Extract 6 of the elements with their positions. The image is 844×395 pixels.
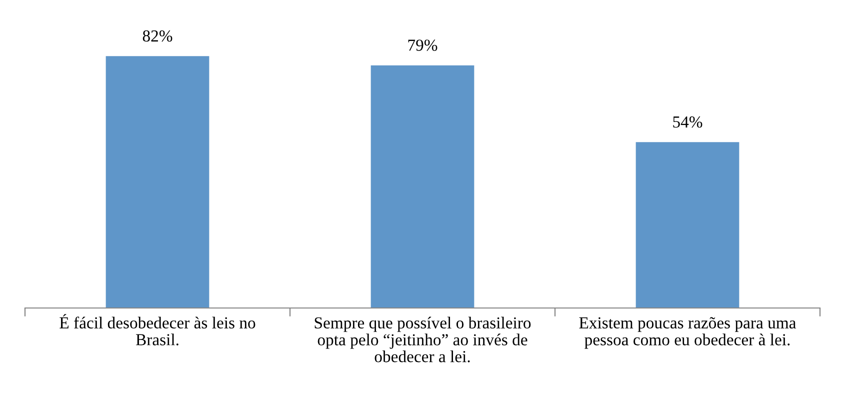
x-tick-label: Sempre que possível o brasileiro opta pelo “jeitinho” ao invés de obedecer a lei. bbox=[314, 316, 531, 362]
data-label: 82% bbox=[142, 30, 172, 42]
x-tick-label: Existem poucas razões para uma pessoa como eu obedecer à lei. bbox=[579, 317, 796, 349]
data-label: 54% bbox=[673, 116, 702, 128]
x-tick-label: É fácil desobedecer às leis no Brasil. bbox=[60, 314, 256, 346]
data-label: 79% bbox=[408, 40, 438, 51]
